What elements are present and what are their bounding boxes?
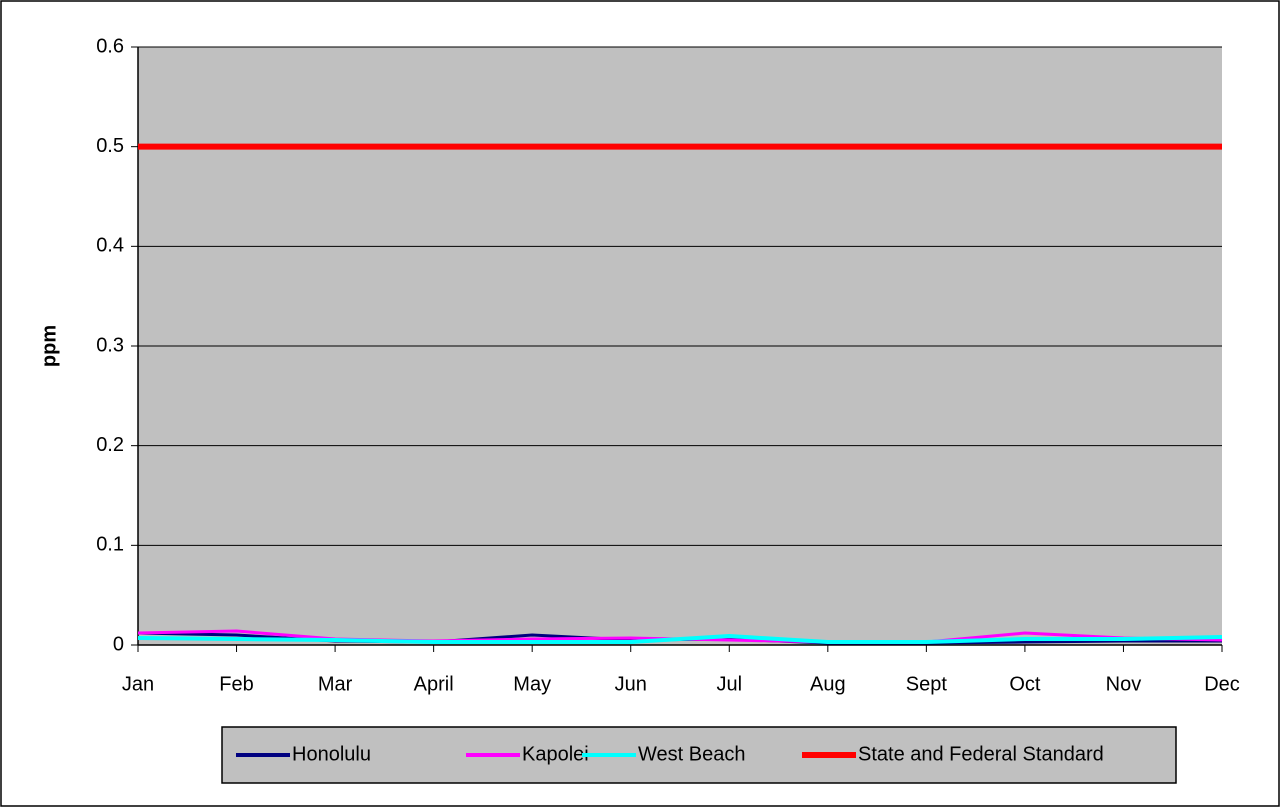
x-tick-label: Aug (810, 673, 846, 695)
x-tick-label: Nov (1106, 673, 1142, 695)
x-tick-label: April (414, 673, 454, 695)
y-tick-label: 0.4 (96, 235, 124, 257)
legend-label: Kapolei (522, 743, 589, 765)
legend-label: State and Federal Standard (858, 743, 1104, 765)
x-tick-label: Oct (1009, 673, 1041, 695)
x-tick-label: Jan (122, 673, 154, 695)
y-tick-label: 0.3 (96, 334, 124, 356)
x-tick-label: Sept (906, 673, 948, 695)
legend (221, 726, 1177, 784)
x-tick-label: Jun (615, 673, 647, 695)
y-tick-label: 0.6 (96, 35, 124, 57)
legend-label: Honolulu (292, 743, 371, 765)
x-tick-label: Dec (1204, 673, 1240, 695)
x-tick-label: Feb (219, 673, 253, 695)
legend-label: West Beach (638, 743, 745, 765)
y-tick-label: 0.1 (96, 534, 124, 556)
y-axis-label: ppm (38, 325, 60, 367)
series-line (137, 634, 1223, 645)
x-tick-label: Mar (318, 673, 353, 695)
x-tick-label: Jul (716, 673, 742, 695)
x-tick-label: May (513, 673, 551, 695)
y-tick-label: 0.5 (96, 135, 124, 157)
y-tick-label: 0 (113, 633, 124, 655)
y-tick-label: 0.2 (96, 434, 124, 456)
